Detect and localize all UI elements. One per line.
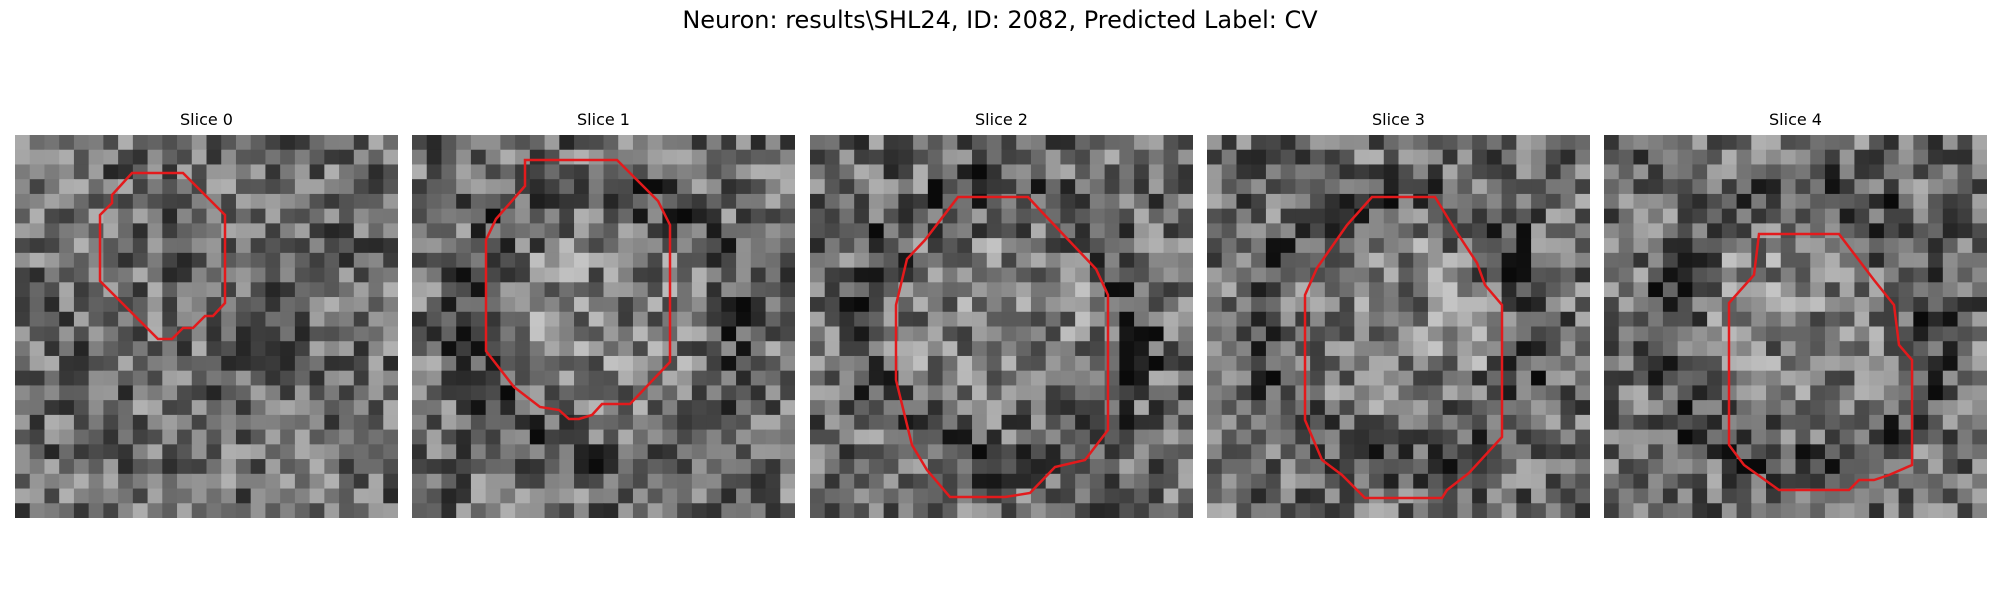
slice-title: Slice 1 — [577, 110, 630, 129]
noise-texture — [1604, 135, 1987, 518]
segmentation-contour — [484, 158, 672, 421]
segmentation-contour — [98, 171, 227, 341]
slice-image-3 — [1207, 135, 1590, 518]
slice-image-4 — [1604, 135, 1987, 518]
slice-title: Slice 4 — [1769, 110, 1822, 129]
slice-title: Slice 0 — [180, 110, 233, 129]
figure-title: Neuron: results\SHL24, ID: 2082, Predict… — [682, 6, 1318, 34]
slice-image-0 — [15, 135, 398, 518]
segmentation-contour — [1727, 232, 1914, 492]
slice-image-2 — [810, 135, 1193, 518]
slice-image-1 — [412, 135, 795, 518]
noise-texture — [1207, 135, 1590, 518]
noise-texture — [412, 135, 795, 518]
noise-texture — [810, 135, 1193, 518]
segmentation-contour — [894, 195, 1110, 499]
noise-texture — [15, 135, 398, 518]
segmentation-contour — [1303, 195, 1504, 500]
slice-title: Slice 3 — [1372, 110, 1425, 129]
slice-title: Slice 2 — [975, 110, 1028, 129]
